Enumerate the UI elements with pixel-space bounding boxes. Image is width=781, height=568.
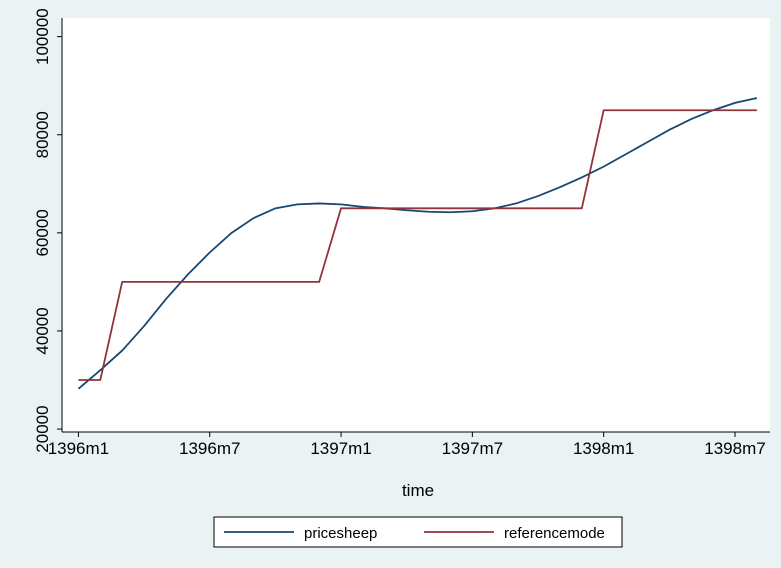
plot-area bbox=[62, 18, 770, 432]
x-tick-label: 1397m7 bbox=[442, 439, 503, 458]
y-tick-label: 40000 bbox=[33, 307, 52, 354]
x-tick-label: 1397m1 bbox=[310, 439, 371, 458]
legend-label: referencemode bbox=[504, 525, 605, 542]
x-tick-label: 1396m7 bbox=[179, 439, 240, 458]
y-tick-label: 20000 bbox=[33, 405, 52, 452]
y-tick-label: 80000 bbox=[33, 111, 52, 158]
data-line bbox=[77, 97, 758, 390]
x-tick-label: 1396m1 bbox=[48, 439, 109, 458]
y-tick-label: 60000 bbox=[33, 209, 52, 256]
x-tick-label: 1398m1 bbox=[573, 439, 634, 458]
y-tick-label: 100000 bbox=[33, 8, 52, 65]
x-axis-title: time bbox=[402, 481, 434, 500]
x-tick-label: 1398m7 bbox=[704, 439, 765, 458]
legend-label: pricesheep bbox=[304, 525, 377, 542]
data-line bbox=[78, 109, 757, 381]
